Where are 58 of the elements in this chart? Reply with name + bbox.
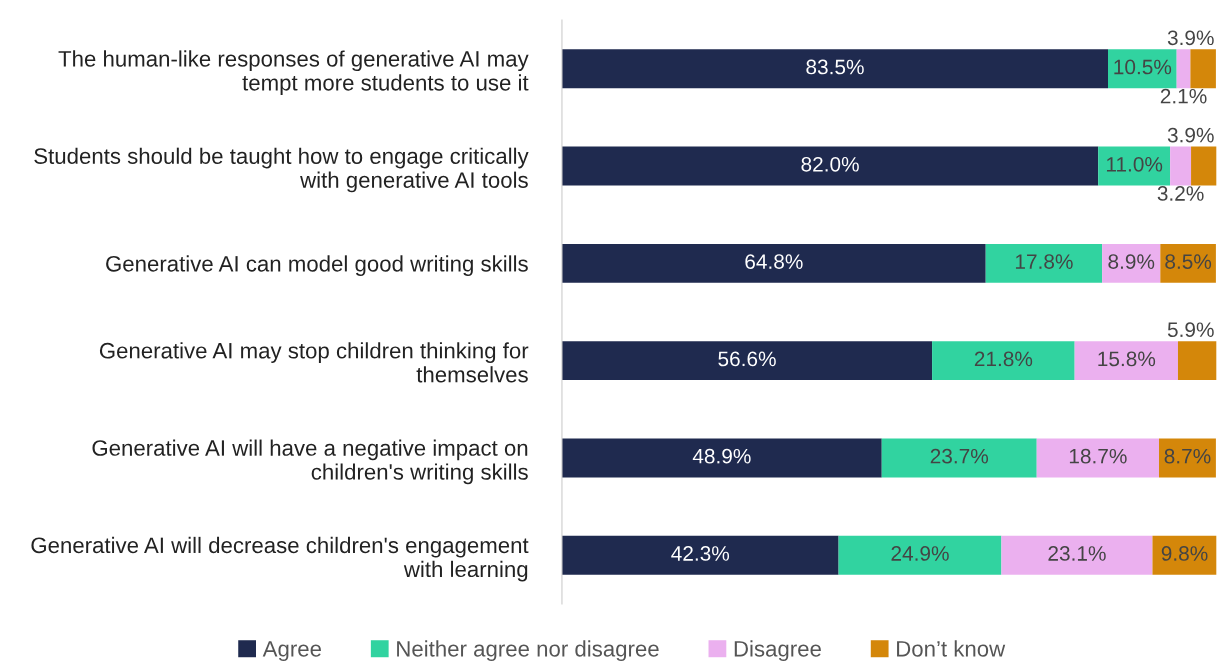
data-label: 8.9% xyxy=(1108,254,1155,269)
bar xyxy=(561,535,839,575)
data-label: 3.9% xyxy=(1167,30,1214,46)
data-label: 11.0% xyxy=(1106,156,1163,172)
data-label: 18.7% xyxy=(1069,448,1127,464)
y-tick-label: Students should be taught how to engage critically with generative AI tools xyxy=(34,147,529,193)
bar xyxy=(1102,243,1161,283)
bar xyxy=(1152,535,1217,575)
bar xyxy=(985,243,1103,283)
bar xyxy=(1177,341,1217,381)
data-label: 3.9% xyxy=(1167,127,1214,143)
bar xyxy=(1176,49,1191,89)
data-label: 15.8% xyxy=(1098,351,1156,367)
data-label: 17.8% xyxy=(1015,254,1073,269)
bar xyxy=(932,341,1075,381)
bar xyxy=(1190,49,1216,89)
bar xyxy=(561,438,882,478)
y-tick-label: Generative AI can model good writing skills xyxy=(106,255,528,277)
bar xyxy=(1098,146,1171,186)
bar xyxy=(1001,535,1153,575)
data-label: 83.5% xyxy=(806,59,864,75)
data-label: 42.3% xyxy=(671,546,730,561)
y-tick-label: Generative AI may stop children thinking for themselves xyxy=(99,342,529,383)
y-tick-label: Generative AI will decrease children's engagement with learning xyxy=(31,536,529,582)
data-label: 23.7% xyxy=(930,448,989,464)
bar xyxy=(1074,341,1178,381)
data-label: 2.1% xyxy=(1160,88,1207,104)
data-label: 21.8% xyxy=(974,351,1033,367)
bar xyxy=(838,535,1002,575)
bar xyxy=(561,146,1099,186)
data-label: 64.8% xyxy=(745,254,803,269)
bar xyxy=(1191,146,1217,186)
data-label: 9.8% xyxy=(1161,546,1208,561)
bar xyxy=(561,49,1109,89)
data-label: 82.0% xyxy=(801,156,859,172)
bar xyxy=(1036,438,1160,478)
legend-label: Agree xyxy=(262,641,321,662)
bar xyxy=(1108,49,1177,89)
bar xyxy=(881,438,1037,478)
data-label: 10.5% xyxy=(1114,59,1172,75)
legend-label: Disagree xyxy=(734,640,821,662)
legend-label: Neither agree nor disagree xyxy=(397,640,659,662)
y-tick-label: The human-like responses of generative AI may tempt more students to use it xyxy=(58,50,529,96)
legend-label: Don’t know xyxy=(897,640,1006,657)
data-label: 8.7% xyxy=(1164,448,1211,464)
y-tick-label: Generative AI will have a negative impact on children's writing skills xyxy=(92,439,528,485)
data-label: 5.9% xyxy=(1167,322,1214,338)
data-label: 56.6% xyxy=(718,351,776,367)
data-label: 3.2% xyxy=(1157,186,1204,201)
bar xyxy=(561,341,933,381)
bar xyxy=(561,243,986,283)
bar xyxy=(1170,146,1192,186)
data-label: 8.5% xyxy=(1165,254,1212,269)
data-label: 23.1% xyxy=(1048,546,1106,561)
bar xyxy=(1159,438,1216,478)
data-label: 24.9% xyxy=(891,546,949,561)
data-label: 48.9% xyxy=(692,448,751,464)
bar xyxy=(1160,243,1216,283)
